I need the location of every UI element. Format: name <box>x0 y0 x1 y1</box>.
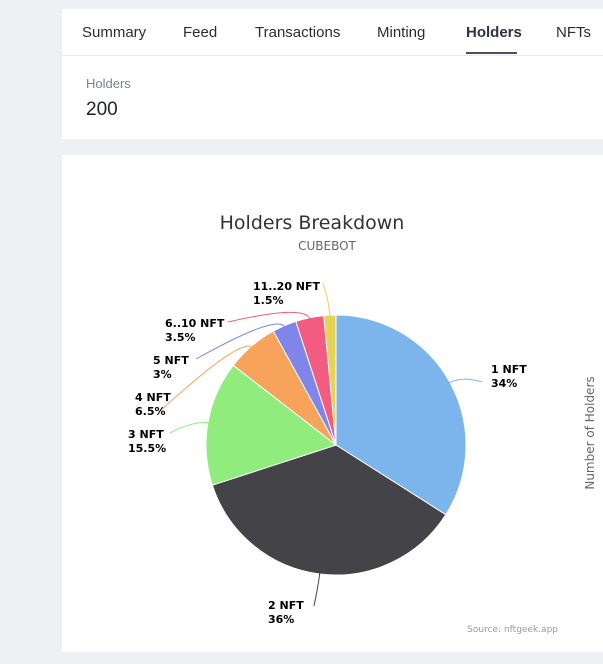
holders-breakdown-chart-card: Holders Breakdown CUBEBOT 1 NFT 34% 2 NFT 3… <box>62 155 603 652</box>
active-tab-indicator <box>466 52 517 54</box>
y-axis-label: Number of Holders <box>583 376 597 489</box>
slice-percent-3: 15.5% <box>128 442 166 455</box>
chart-title: Holders Breakdown <box>220 212 405 234</box>
chart-subtitle: CUBEBOT <box>298 239 356 253</box>
slice-label-4: 4 NFT <box>135 391 171 404</box>
holders-stat-card: Holders 200 <box>62 56 603 139</box>
slice-label-1: 1 NFT <box>491 363 527 376</box>
tab-feed[interactable]: Feed <box>183 24 218 41</box>
slice-connector-6 <box>227 311 311 323</box>
slice-label-6: 6..10 NFT <box>165 317 225 330</box>
slice-connector-4 <box>158 345 254 413</box>
slice-percent-2: 36% <box>268 613 294 626</box>
tab-bar: Summary Feed Transactions Minting Holder… <box>62 9 603 56</box>
slice-percent-4: 6.5% <box>135 405 166 418</box>
tab-holders[interactable]: Holders <box>466 24 522 41</box>
tab-nfts[interactable]: NFTs <box>556 24 591 41</box>
chart-source-credit: Source: nftgeek.app <box>467 625 558 635</box>
slice-connector-7 <box>322 282 331 318</box>
holders-stat-label: Holders <box>86 76 131 91</box>
slice-label-2: 2 NFT <box>268 599 304 612</box>
tab-summary[interactable]: Summary <box>82 24 147 41</box>
slice-percent-6: 3.5% <box>165 331 196 344</box>
slice-percent-7: 1.5% <box>253 294 284 307</box>
slice-connector-1 <box>447 378 483 384</box>
holders-stat-value: 200 <box>86 99 118 120</box>
slice-connector-2 <box>313 571 321 607</box>
slice-percent-1: 34% <box>491 377 517 390</box>
slice-connector-5 <box>195 323 286 360</box>
slice-connector-3 <box>169 422 210 434</box>
tab-minting[interactable]: Minting <box>377 24 426 41</box>
slice-label-5: 5 NFT <box>153 354 189 367</box>
tab-transactions[interactable]: Transactions <box>255 24 341 41</box>
slice-label-3: 3 NFT <box>128 428 164 441</box>
slice-percent-5: 3% <box>153 368 172 381</box>
slice-label-7: 11..20 NFT <box>253 280 321 293</box>
